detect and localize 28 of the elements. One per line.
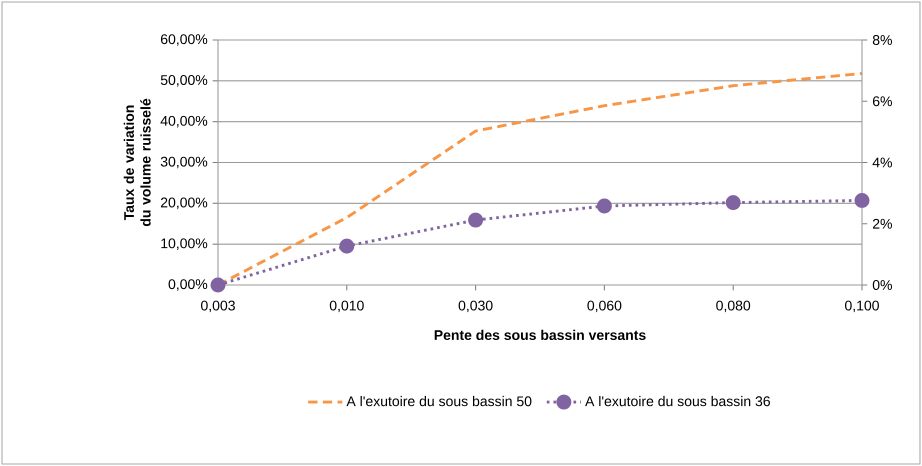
y2-tick-label: 4%: [872, 158, 892, 168]
x-tick-label: 0,080: [716, 300, 750, 312]
x-tick-label: 0,100: [845, 300, 879, 312]
point: [339, 238, 354, 254]
x-tick-label: 0,030: [458, 300, 493, 312]
y-tick-label: 40,00%: [160, 116, 208, 128]
y-tick-label: 10,00%: [161, 238, 208, 250]
y-tick-label: 50,00%: [160, 75, 208, 87]
y2-tick-label: 0%: [872, 280, 892, 290]
y2-tick-label: 8%: [872, 35, 892, 45]
x-tick-label: 0,060: [587, 300, 622, 312]
x-axis-title: Pente des sous bassin versants: [434, 330, 646, 340]
y-tick-label: 0,00%: [168, 279, 208, 291]
y-axis-title: Taux de variation du volume ruisselé: [124, 98, 151, 226]
y2-tick-label: 6%: [872, 96, 892, 106]
y-tick-label: 60,00%: [160, 34, 208, 46]
y-tick-label: 30,00%: [160, 156, 208, 168]
legend-label: A l'exutoire du sous bassin 50: [346, 396, 532, 406]
point: [726, 195, 741, 210]
point: [596, 198, 612, 214]
point: [854, 192, 870, 208]
legend-label: A l'exutoire du sous bassin 36: [585, 396, 770, 406]
point: [210, 278, 226, 292]
point: [468, 212, 484, 228]
x-tick-label: 0,010: [330, 300, 364, 312]
x-tick-label: 0,003: [201, 300, 235, 312]
y-tick-label: 20,00%: [160, 198, 208, 210]
y2-tick-label: 2%: [872, 218, 892, 229]
